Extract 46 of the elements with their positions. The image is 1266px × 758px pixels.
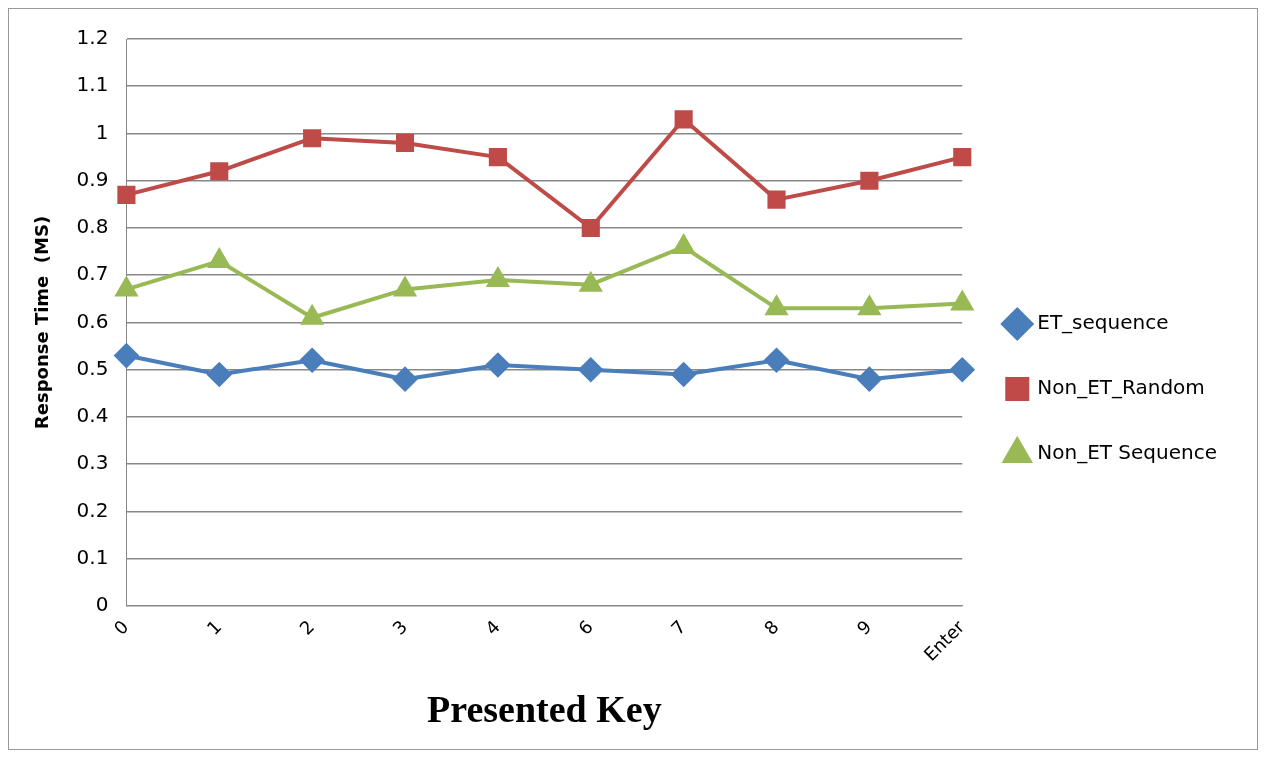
point (764, 348, 789, 373)
point (114, 343, 139, 368)
point (953, 148, 972, 167)
x-tick-label: 1 (202, 615, 226, 639)
legend-label: Non_ET_Random (1037, 375, 1205, 400)
y-axis-title: Response Time (MS) (31, 215, 53, 430)
point (488, 148, 507, 167)
y-tick-label: 0.8 (76, 214, 109, 239)
y-tick-label: 0.7 (76, 261, 109, 286)
y-tick-label: 1.1 (76, 72, 109, 97)
x-axis-title: Presented Key (427, 688, 662, 731)
x-tick-label: 3 (388, 615, 412, 639)
point (950, 357, 975, 382)
x-tick-label: 4 (481, 615, 505, 639)
point (300, 348, 325, 373)
point (117, 185, 136, 204)
point (578, 357, 603, 382)
y-tick-label: 0.1 (76, 544, 109, 569)
point (395, 133, 415, 153)
point (485, 353, 510, 377)
x-tick-label: 7 (666, 615, 690, 639)
y-tick-label: 0 (95, 592, 109, 617)
x-tick-label: 6 (573, 615, 597, 639)
y-tick-label: 0.4 (76, 403, 109, 428)
x-tick-label: 9 (852, 615, 876, 639)
point (860, 171, 879, 190)
point (767, 190, 786, 209)
legend-label: Non_ET Sequence (1037, 440, 1218, 465)
point (210, 162, 229, 181)
y-tick-label: 1.2 (76, 25, 109, 50)
point (303, 129, 322, 148)
y-tick-label: 0.5 (76, 355, 109, 380)
point (674, 110, 693, 129)
y-tick-label: 1 (95, 119, 109, 144)
point (857, 367, 882, 392)
y-tick-label: 0.2 (76, 497, 109, 522)
y-tick-label: 0.9 (76, 166, 109, 191)
point (393, 367, 418, 392)
point (207, 362, 232, 387)
x-tick-label: 2 (295, 615, 319, 639)
point (581, 218, 600, 238)
y-tick-label: 0.6 (76, 308, 109, 333)
y-tick-label: 0.3 (76, 450, 109, 475)
legend-label: ET_sequence (1037, 310, 1169, 335)
point (671, 362, 696, 387)
x-tick-label: 8 (759, 615, 783, 639)
